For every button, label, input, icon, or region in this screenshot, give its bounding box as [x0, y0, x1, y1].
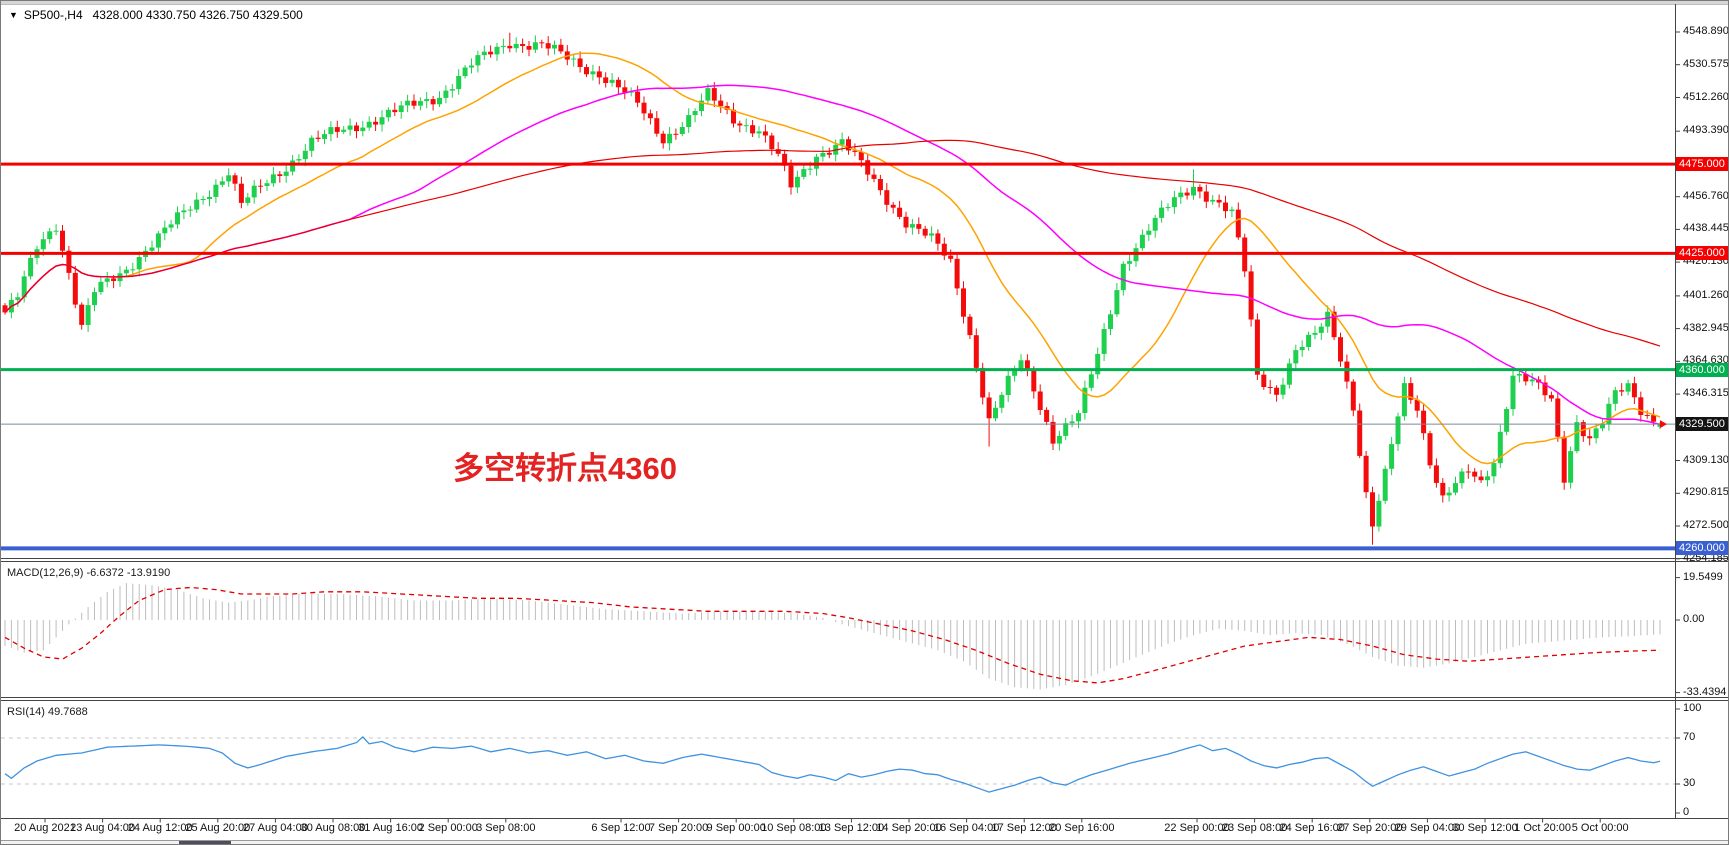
rsi-name: RSI(14)	[7, 706, 45, 718]
chart-title: ▼ SP500-,H4 4328.000 4330.750 4326.750 432…	[9, 8, 303, 22]
time-axis-label: 24 Aug 12:00	[127, 822, 193, 834]
time-axis-label: 14 Sep 20:00	[876, 822, 942, 834]
time-axis-label: 23 Aug 04:00	[70, 822, 136, 834]
rsi-axis-label: 30	[1683, 777, 1696, 789]
macd-axis-label: 0.00	[1683, 613, 1705, 625]
price-axis-label: 4438.445	[1683, 222, 1729, 235]
macd-values: -6.6372 -13.9190	[86, 567, 171, 579]
time-axis-label: 3 Sep 08:00	[476, 822, 536, 834]
price-axis-label: 4493.390	[1683, 124, 1729, 137]
time-axis-label: 2 Sep 00:00	[418, 822, 478, 834]
current-price-arrow	[1660, 420, 1667, 429]
rsi-axis-label: 0	[1683, 806, 1690, 818]
time-axis-label: 10 Sep 08:00	[761, 822, 827, 834]
time-axis-label: 20 Aug 2021	[14, 822, 76, 834]
time-axis-label: 27 Sep 20:00	[1337, 822, 1403, 834]
time-axis-label: 23 Sep 08:00	[1221, 822, 1288, 834]
price-level-badge: 4475.000	[1676, 157, 1728, 172]
rsi-axis-label: 100	[1683, 702, 1702, 714]
symbol-dropdown-icon[interactable]: ▼	[9, 10, 18, 20]
price-axis-label: 4272.500	[1683, 519, 1729, 531]
macd-name: MACD(12,26,9)	[7, 567, 84, 579]
ma-130-line	[4, 139, 1661, 347]
price-axis-label: 4290.815	[1683, 486, 1729, 499]
time-axis-label: 30 Aug 08:00	[300, 822, 366, 834]
horizontal-scrollbar[interactable]	[1, 840, 1728, 844]
macd-axis-label: 19.5499	[1683, 570, 1723, 583]
time-axis-label: 30 Sep 12:00	[1452, 822, 1518, 834]
price-axis-label: 4456.760	[1683, 189, 1729, 202]
chart-text-annotation: 多空转折点4360	[453, 451, 677, 486]
rsi-line	[4, 735, 1661, 793]
symbol-timeframe-label: SP500-,H4	[23, 8, 83, 22]
time-axis-label: 16 Sep 04:00	[933, 822, 1000, 834]
rsi-panel-label: RSI(14) 49.7688	[7, 706, 88, 718]
time-axis-label: 31 Aug 16:00	[358, 822, 424, 834]
price-axis-label: 4382.945	[1683, 321, 1729, 334]
time-axis-label: 17 Sep 12:00	[991, 822, 1057, 834]
time-axis-label: 9 Sep 00:00	[706, 822, 766, 834]
time-axis-label: 20 Sep 16:00	[1049, 822, 1115, 834]
macd-panel-label: MACD(12,26,9) -6.6372 -13.9190	[7, 567, 170, 579]
price-level-badge: 4329.500	[1676, 417, 1728, 432]
rsi-value: 49.7688	[47, 706, 88, 718]
ma-20-line	[4, 52, 1661, 465]
price-axis-label: 4401.260	[1683, 288, 1729, 301]
time-axis-label: 7 Sep 20:00	[648, 822, 709, 834]
price-level-badge: 4360.000	[1676, 362, 1728, 377]
price-level-badge: 4425.000	[1676, 246, 1728, 261]
price-axis-label: 4512.260	[1683, 90, 1729, 103]
time-axis-label: 6 Sep 12:00	[591, 822, 651, 834]
candlesticks-layer	[2, 32, 1663, 545]
ohlc-quote-values: 4328.000 4330.750 4326.750 4329.500	[92, 8, 303, 22]
scrollbar-thumb[interactable]	[179, 841, 231, 844]
macd-histogram	[4, 583, 1661, 690]
macd-axis-label: -33.4394	[1683, 685, 1727, 698]
rsi-axis-label: 70	[1683, 731, 1696, 743]
macd-signal-line	[4, 586, 1661, 684]
price-axis-label: 4530.575	[1683, 57, 1729, 70]
time-axis-label: 5 Oct 00:00	[1571, 822, 1629, 834]
time-axis-label: 1 Oct 20:00	[1514, 822, 1572, 834]
time-axis-label: 13 Sep 12:00	[818, 822, 885, 834]
time-axis-label: 22 Sep 00:00	[1164, 822, 1230, 834]
time-axis-label: 29 Sep 04:00	[1394, 822, 1461, 834]
time-axis-label: 25 Aug 20:00	[185, 822, 251, 834]
price-axis-label: 4309.130	[1683, 453, 1729, 466]
window-top-strip	[1, 1, 1728, 5]
time-axis-label: 27 Aug 04:00	[242, 822, 308, 834]
time-axis-label: 24 Sep 16:00	[1279, 822, 1345, 834]
price-level-badge: 4260.000	[1676, 541, 1728, 556]
price-axis-label: 4346.315	[1683, 387, 1729, 400]
price-axis-label: 4548.890	[1683, 25, 1729, 37]
